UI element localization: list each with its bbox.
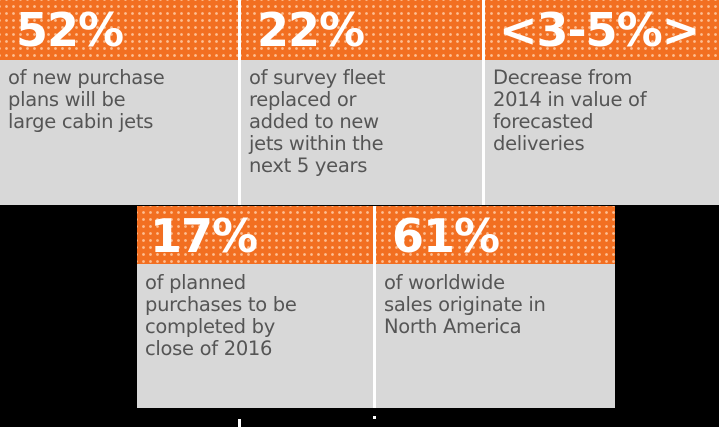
stat-band: 22% (241, 0, 482, 60)
column-separator (482, 0, 485, 205)
stat-value: <3-5%> (499, 3, 700, 57)
stat-band: <3-5%> (485, 0, 719, 60)
stat-tile-large-cabin-jets: 52% of new purchase plans will be large … (0, 0, 238, 205)
tick-mark (373, 416, 376, 419)
stat-band: 17% (137, 206, 373, 264)
stat-value: 61% (392, 209, 500, 263)
column-separator (373, 206, 376, 408)
stat-description: of survey fleet replaced or added to new… (249, 66, 386, 177)
stat-tile-planned-purchases: 17% of planned purchases to be completed… (137, 206, 373, 408)
stat-band: 52% (0, 0, 238, 60)
stat-description: of planned purchases to be completed by … (145, 271, 297, 360)
stat-description: of worldwide sales originate in North Am… (384, 271, 546, 338)
stat-tile-north-america-sales: 61% of worldwide sales originate in Nort… (376, 206, 615, 408)
tick-mark (238, 419, 241, 427)
stat-tile-fleet-replaced: 22% of survey fleet replaced or added to… (241, 0, 482, 205)
stat-value: 22% (257, 3, 365, 57)
stat-value: 52% (16, 3, 124, 57)
stat-tile-deliveries-decrease: <3-5%> Decrease from 2014 in value of fo… (485, 0, 719, 205)
stat-band: 61% (376, 206, 615, 264)
stat-description: of new purchase plans will be large cabi… (8, 66, 165, 133)
column-separator (238, 0, 241, 205)
stat-value: 17% (150, 209, 258, 263)
stat-description: Decrease from 2014 in value of forecaste… (493, 66, 647, 155)
